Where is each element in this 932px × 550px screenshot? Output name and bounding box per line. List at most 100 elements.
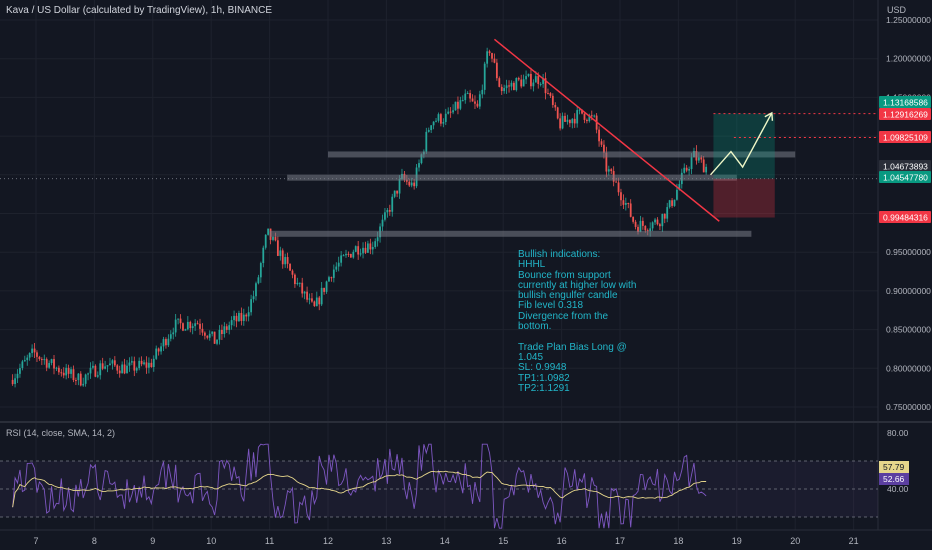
candle — [291, 270, 294, 275]
y-tick-label: 1.25000000 — [886, 15, 931, 25]
candle — [28, 353, 31, 358]
candle — [481, 89, 484, 95]
candle — [121, 364, 124, 374]
candle — [160, 346, 162, 352]
candle — [308, 298, 311, 300]
candle — [16, 373, 19, 379]
candle — [634, 221, 637, 227]
candle — [488, 51, 491, 54]
price-badge-label: 1.13168586 — [883, 98, 928, 108]
candle — [325, 281, 328, 292]
candle — [700, 157, 703, 160]
candle — [230, 320, 233, 326]
candle — [65, 367, 68, 376]
candle — [155, 348, 158, 359]
rsi-tick-label: 80.00 — [887, 428, 909, 438]
candle — [162, 339, 165, 347]
candle — [581, 109, 583, 114]
candle — [668, 200, 671, 208]
candle — [503, 88, 506, 92]
candle — [369, 243, 372, 250]
candle — [82, 383, 85, 386]
candle — [349, 253, 352, 258]
candle — [420, 154, 423, 164]
candle — [323, 287, 326, 292]
candle — [347, 253, 350, 255]
candle — [527, 73, 530, 77]
x-tick-label: 18 — [673, 536, 683, 546]
candle — [474, 101, 476, 104]
candle — [702, 159, 705, 173]
candle — [410, 182, 413, 186]
support-zone — [328, 151, 796, 158]
candle — [196, 323, 199, 325]
candle — [498, 78, 501, 87]
candle — [537, 76, 540, 84]
candle — [318, 297, 321, 305]
candle — [135, 368, 138, 371]
candle — [186, 321, 189, 330]
candle — [184, 329, 187, 331]
x-tick-label: 16 — [557, 536, 567, 546]
candle — [104, 366, 107, 369]
analysis-note: Bullish indications: HHHL Bounce from su… — [518, 249, 638, 394]
candle — [547, 93, 549, 95]
candle — [661, 213, 664, 227]
candle — [571, 118, 574, 124]
stop-loss-zone — [713, 178, 775, 218]
candle — [267, 228, 270, 235]
rsi-ma-line — [12, 470, 707, 508]
candle — [11, 379, 14, 385]
candle — [583, 113, 586, 120]
candle — [430, 125, 433, 131]
candle — [459, 100, 462, 109]
price-badge — [879, 96, 931, 108]
candle — [605, 152, 608, 172]
candle — [92, 365, 94, 368]
candle — [432, 121, 435, 126]
candle — [598, 129, 600, 142]
projection-arrow — [764, 111, 774, 121]
candle — [654, 219, 656, 223]
candle — [396, 190, 399, 194]
candle — [641, 220, 644, 226]
candle — [279, 250, 282, 256]
candle — [345, 253, 347, 256]
plan-text: Trade Plan Bias Long @ 1.045 SL: 0.9948 … — [518, 341, 627, 394]
candle — [364, 247, 367, 253]
candle — [172, 332, 175, 335]
candle — [384, 212, 386, 220]
candle — [313, 301, 316, 307]
candle — [75, 379, 77, 381]
candle — [532, 82, 535, 87]
candle — [352, 251, 355, 258]
candle — [286, 257, 289, 264]
candle — [106, 365, 109, 367]
bullish-text: Bullish indications: HHHL Bounce from su… — [518, 249, 637, 333]
candle — [632, 216, 635, 222]
candle — [36, 352, 38, 357]
candle — [371, 246, 374, 250]
candle — [274, 236, 277, 241]
candle — [464, 93, 467, 101]
trendline — [493, 38, 720, 222]
x-tick-label: 12 — [323, 536, 333, 546]
rsi-badge — [879, 473, 909, 485]
candle — [534, 76, 537, 83]
support-zone — [269, 230, 752, 237]
candle — [311, 298, 313, 302]
chart-title: Kava / US Dollar (calculated by TradingV… — [6, 5, 273, 16]
candle — [359, 253, 362, 255]
candle — [143, 362, 145, 365]
candle — [588, 115, 591, 122]
candle — [610, 169, 613, 172]
candle — [586, 119, 588, 122]
candle — [128, 362, 131, 366]
candle — [663, 213, 666, 219]
candle — [332, 269, 335, 278]
candle — [60, 372, 63, 374]
candle — [549, 93, 552, 96]
candle — [111, 360, 114, 364]
candle — [50, 359, 53, 364]
